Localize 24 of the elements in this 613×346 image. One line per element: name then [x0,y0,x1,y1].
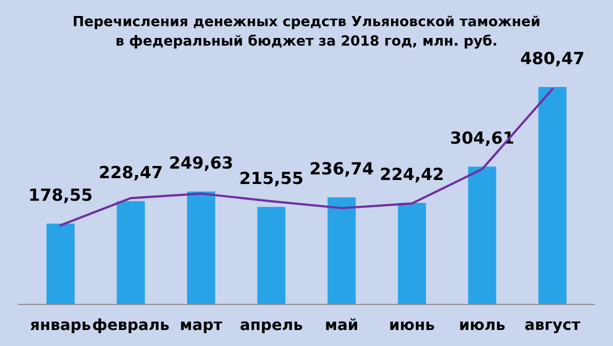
x-tick-label: май [326,318,358,330]
x-tick-label: август [525,321,580,334]
bar [187,191,216,304]
bar [46,224,75,304]
bar [328,197,356,304]
data-label: 224,42 [381,168,443,182]
x-tick-label: июнь [390,321,434,330]
data-label: 178,55 [30,188,92,204]
bar [468,166,496,304]
x-tick-label: март [181,321,222,334]
data-label: 249,63 [170,156,232,171]
x-tick-label: январь [30,321,90,334]
data-label: 236,74 [310,162,374,177]
chart-title: Перечисления денежных средств Ульяновской таможней в федеральный бюджет за 2018 год, млн. руб. [74,16,540,49]
bar [116,201,145,304]
data-label: 228,47 [100,166,162,181]
x-tick-label: июль [460,321,505,330]
x-tick-label: февраль [93,318,169,334]
bar [257,206,286,304]
bar [538,86,566,304]
x-tick-label: апрель [240,321,302,334]
data-label: 215,55 [240,172,302,186]
data-label: 480,47 [521,52,584,66]
bar [398,202,426,304]
